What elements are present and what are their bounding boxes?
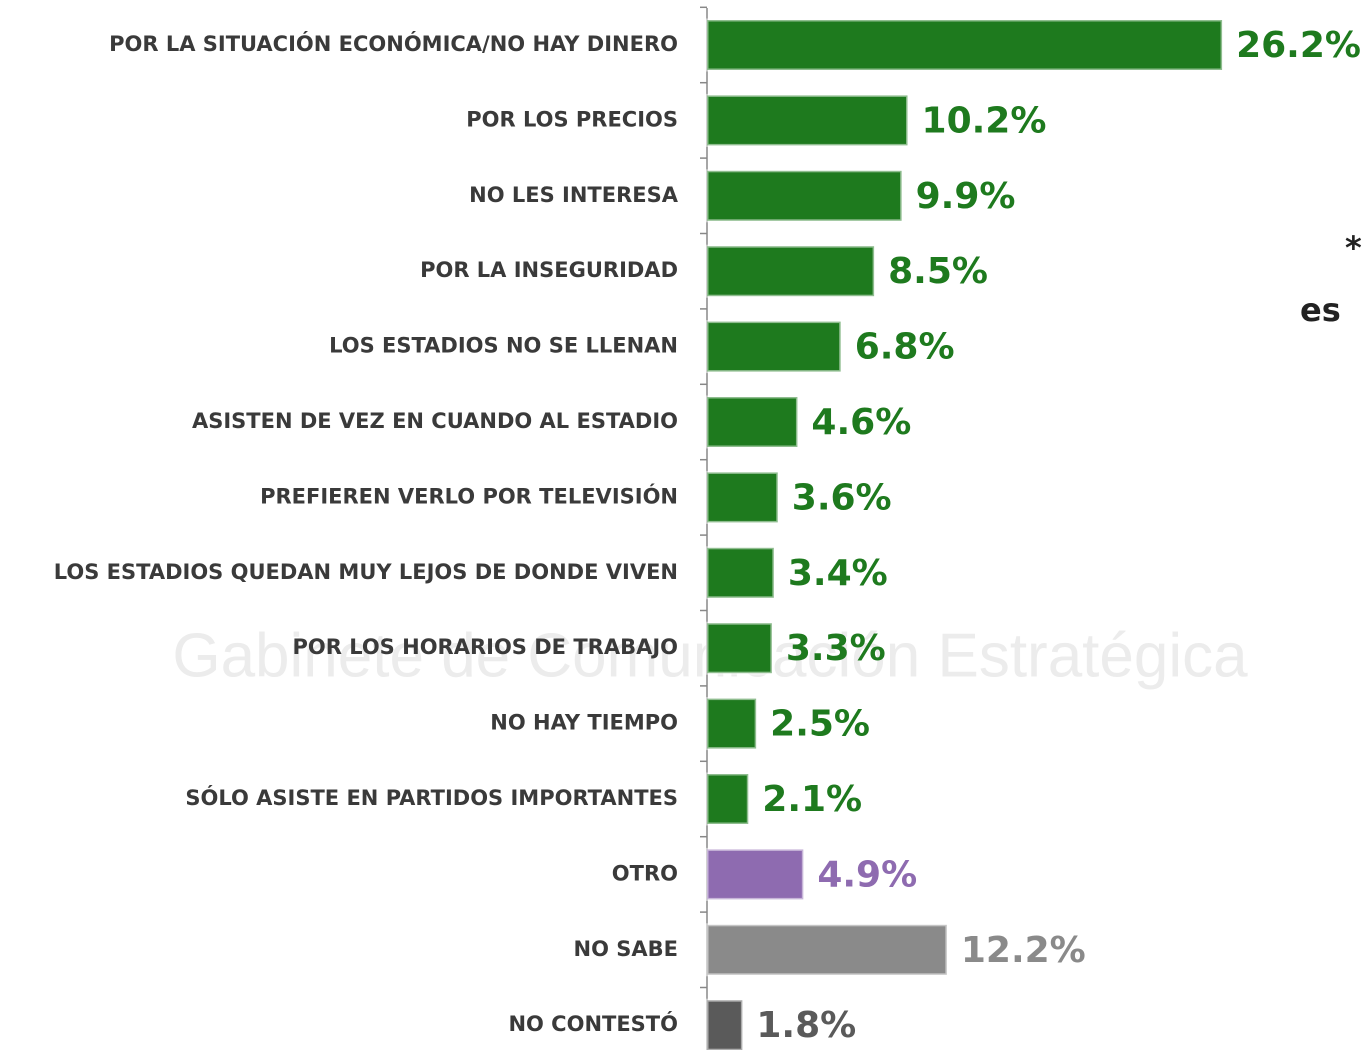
bar xyxy=(705,697,758,751)
category-label: ASISTEN DE VEZ EN CUANDO AL ESTADIO xyxy=(192,409,678,433)
value-label: 26.2% xyxy=(1236,25,1361,66)
category-label: LOS ESTADIOS QUEDAN MUY LEJOS DE DONDE V… xyxy=(54,560,678,584)
bar xyxy=(705,244,876,298)
bar xyxy=(705,395,799,449)
bar xyxy=(705,772,750,826)
value-label: 2.1% xyxy=(762,779,862,820)
bar xyxy=(705,320,843,374)
category-label: NO HAY TIEMPO xyxy=(490,711,678,735)
value-label: 3.6% xyxy=(792,477,892,518)
bar xyxy=(705,18,1224,72)
value-label: 1.8% xyxy=(756,1005,856,1046)
value-label: 2.5% xyxy=(770,704,870,745)
bar xyxy=(705,93,910,147)
category-label: POR LA SITUACIÓN ECONÓMICA/NO HAY DINERO xyxy=(109,31,678,56)
bar xyxy=(705,169,904,223)
category-label: SÓLO ASISTE EN PARTIDOS IMPORTANTES xyxy=(185,785,678,810)
bar xyxy=(705,470,780,524)
value-label: 6.8% xyxy=(855,327,955,368)
value-label: 3.4% xyxy=(788,553,888,594)
category-label: POR LA INSEGURIDAD xyxy=(420,258,678,282)
value-label: 4.6% xyxy=(811,402,911,443)
value-label: 3.3% xyxy=(786,628,886,669)
category-label: LOS ESTADIOS NO SE LLENAN xyxy=(329,334,678,358)
value-label: 9.9% xyxy=(916,176,1016,217)
category-label: POR LOS PRECIOS xyxy=(466,107,678,131)
bar xyxy=(705,546,776,600)
bar xyxy=(705,621,774,675)
value-label: 8.5% xyxy=(888,251,988,292)
bar xyxy=(705,923,949,977)
category-label: NO SABE xyxy=(574,937,678,961)
value-label: 12.2% xyxy=(961,930,1086,971)
annotation: * xyxy=(1345,229,1362,267)
value-label: 10.2% xyxy=(922,100,1047,141)
category-label: POR LOS HORARIOS DE TRABAJO xyxy=(292,635,678,659)
bar xyxy=(705,847,805,901)
category-label: OTRO xyxy=(612,861,678,885)
category-label: PREFIEREN VERLO POR TELEVISIÓN xyxy=(260,483,678,508)
category-label: NO CONTESTÓ xyxy=(508,1011,678,1036)
category-label: NO LES INTERESA xyxy=(469,183,679,207)
annotation: es xyxy=(1300,291,1341,329)
bar xyxy=(705,998,744,1050)
value-label: 4.9% xyxy=(817,854,917,895)
